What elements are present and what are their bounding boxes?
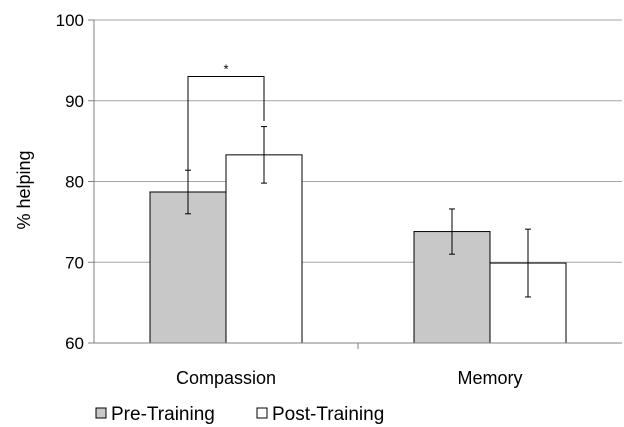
category-labels: Compassion Memory	[176, 368, 523, 388]
y-tick-label: 60	[65, 334, 84, 353]
category-label: Memory	[457, 368, 522, 388]
bar	[149, 191, 227, 344]
y-axis-title: % helping	[14, 150, 34, 229]
y-tick-labels: 60 70 80 90 100	[56, 11, 84, 353]
legend: Pre-Training Post-Training	[95, 404, 384, 425]
error-bars	[185, 126, 531, 298]
y-tick-label: 80	[65, 173, 84, 192]
legend-label: Post-Training	[272, 404, 384, 425]
legend-swatch	[256, 407, 268, 419]
y-tick-label: 90	[65, 92, 84, 111]
legend-label: Pre-Training	[111, 404, 215, 425]
significance-bracket	[187, 76, 265, 182]
bar	[225, 154, 303, 344]
category-label: Compassion	[176, 368, 276, 388]
y-tick-label: 100	[56, 11, 84, 30]
bars	[149, 154, 567, 344]
y-tick-label: 70	[65, 253, 84, 272]
axes	[93, 20, 622, 349]
legend-swatch	[95, 407, 107, 419]
significance-annotation: *	[187, 62, 265, 182]
significance-star: *	[223, 62, 228, 77]
